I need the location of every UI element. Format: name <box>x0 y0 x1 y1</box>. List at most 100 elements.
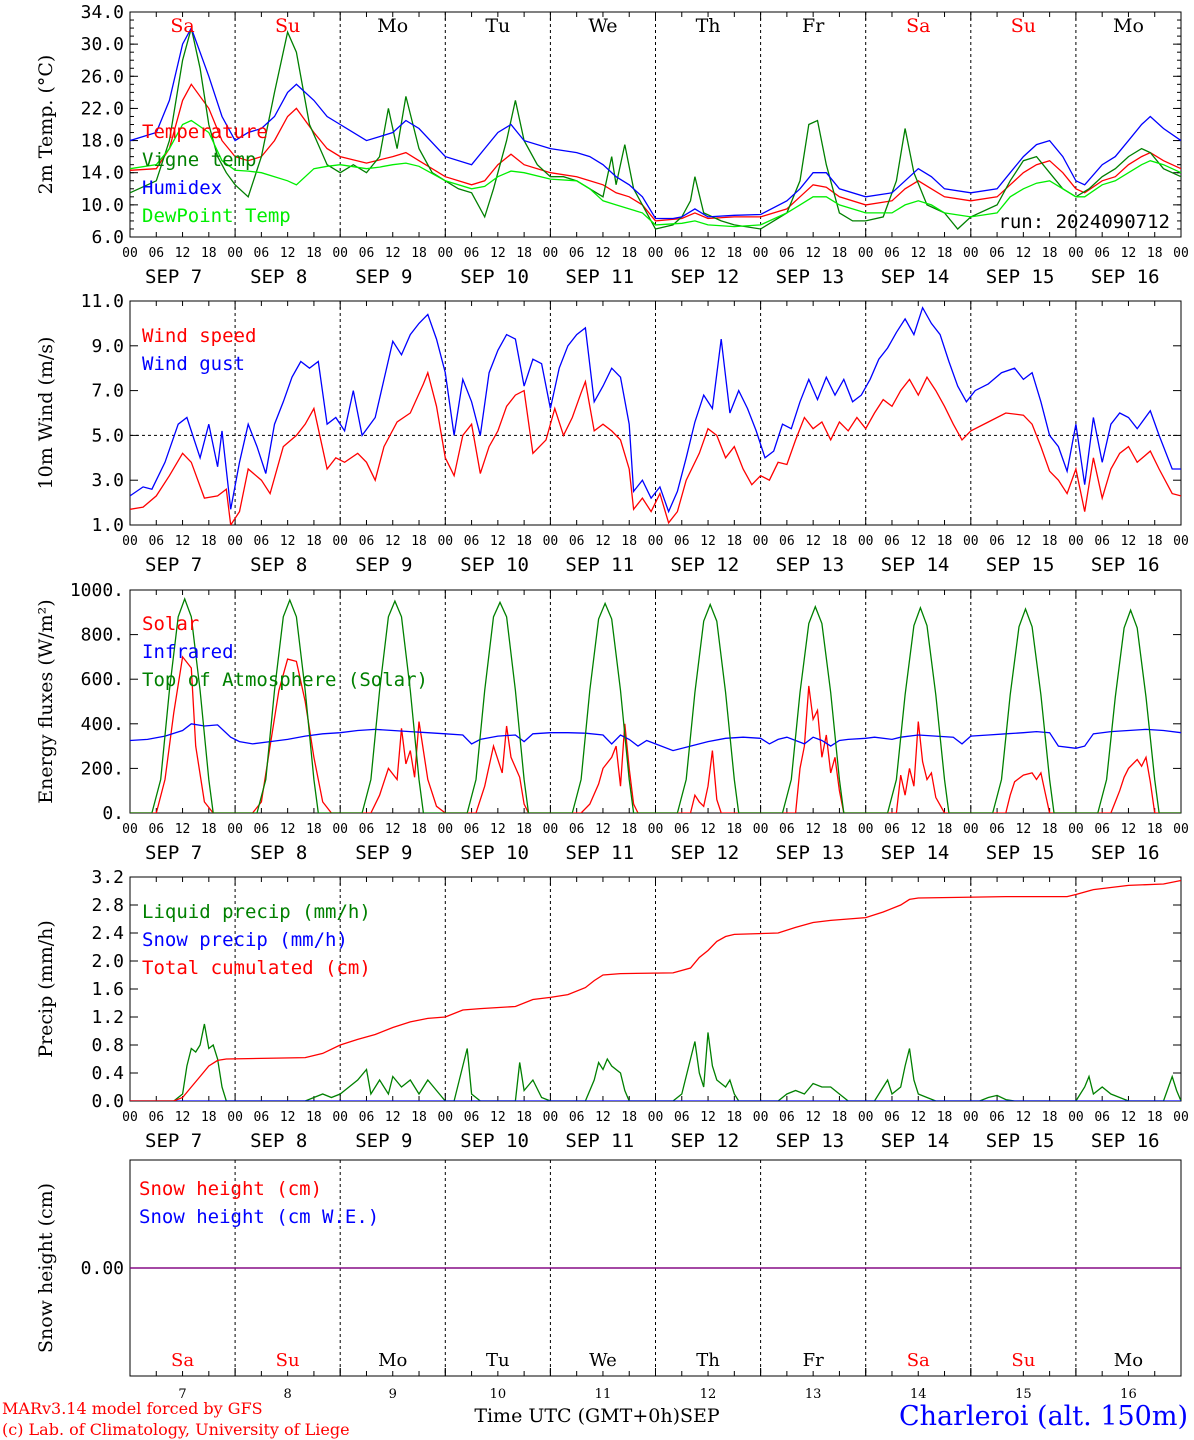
date-label: SEP 8 <box>250 266 307 288</box>
hour-tick-label: 12 <box>490 246 506 261</box>
x-axis-month: SEP <box>680 1405 720 1427</box>
weekday-label: Tu <box>486 1350 510 1371</box>
hour-tick-label: 18 <box>306 246 322 261</box>
hour-tick-label: 12 <box>1016 534 1032 549</box>
hour-tick-label: 12 <box>175 534 191 549</box>
day-number-label: 10 <box>490 1387 507 1402</box>
y-tick-label: 6.0 <box>91 227 124 248</box>
series-line-humidex <box>130 26 1181 220</box>
hour-tick-label: 00 <box>1173 246 1189 261</box>
hour-tick-label: 06 <box>779 246 795 261</box>
legend-entry: Wind gust <box>142 353 245 375</box>
panel-4: 0.0 0.4 0.8 1.2 1.6 2.0 2.4 2.8 3.2 Precip (mm/h)… <box>35 867 1189 1152</box>
legend-entry: DewPoint Temp <box>142 205 291 227</box>
hour-tick-label: 00 <box>963 1110 979 1125</box>
hour-tick-label: 18 <box>411 246 427 261</box>
y-tick-label: 1000. <box>70 580 124 601</box>
panel-frame <box>129 300 1182 526</box>
hour-tick-label: 00 <box>437 534 453 549</box>
hour-tick-label: 12 <box>700 246 716 261</box>
series-line-liquid-precip-mm-h- <box>130 1023 1181 1101</box>
hour-tick-label: 06 <box>254 822 270 837</box>
date-label: SEP 7 <box>145 842 202 864</box>
hour-tick-label: 00 <box>858 246 874 261</box>
date-label: SEP 12 <box>671 266 740 288</box>
y-tick-label: 26.0 <box>81 66 124 87</box>
hour-tick-label: 12 <box>700 822 716 837</box>
date-label: SEP 10 <box>460 554 529 576</box>
hour-tick-label: 06 <box>148 822 164 837</box>
weekday-label: Sa <box>907 1350 930 1371</box>
date-label: SEP 15 <box>986 842 1055 864</box>
hour-tick-label: 06 <box>464 1110 480 1125</box>
series-line-top-of-atmosphere-solar- <box>130 597 1181 813</box>
y-tick-label: 200. <box>81 758 124 779</box>
weekday-label: Su <box>275 15 300 37</box>
y-tick-label: 2.0 <box>91 951 124 972</box>
hour-tick-label: 12 <box>595 246 611 261</box>
series-line-dewpoint-temp <box>130 119 1181 228</box>
hour-tick-label: 06 <box>884 1110 900 1125</box>
day-number-label: 16 <box>1120 1387 1137 1402</box>
hour-tick-label: 18 <box>832 1110 848 1125</box>
y-tick-label: 1.6 <box>91 979 124 1000</box>
hour-tick-label: 18 <box>306 822 322 837</box>
hour-tick-label: 00 <box>332 822 348 837</box>
hour-tick-label: 18 <box>937 822 953 837</box>
date-label: SEP 11 <box>565 266 634 288</box>
hour-tick-label: 00 <box>332 1110 348 1125</box>
legend-entry: Vigne temp <box>142 149 256 171</box>
date-label: SEP 8 <box>250 1130 307 1152</box>
hour-tick-label: 06 <box>674 246 690 261</box>
date-label: SEP 9 <box>355 554 412 576</box>
hour-tick-label: 00 <box>227 534 243 549</box>
hour-tick-label: 12 <box>1016 1110 1032 1125</box>
y-axis-label: Precip (mm/h) <box>35 920 57 1058</box>
day-number-label: 14 <box>910 1387 927 1402</box>
date-label: SEP 10 <box>460 266 529 288</box>
y-tick-label: 22.0 <box>81 98 124 119</box>
hour-tick-label: 00 <box>963 246 979 261</box>
weekday-label: Fr <box>802 15 825 37</box>
date-label: SEP 16 <box>1091 842 1160 864</box>
hour-tick-label: 06 <box>359 246 375 261</box>
hour-tick-label: 18 <box>1042 246 1058 261</box>
hour-tick-label: 06 <box>779 1110 795 1125</box>
hour-tick-label: 00 <box>753 822 769 837</box>
y-axis-label: 2m Temp. (°C) <box>35 55 57 195</box>
hour-tick-label: 12 <box>280 246 296 261</box>
date-label: SEP 15 <box>986 266 1055 288</box>
hour-tick-label: 06 <box>674 534 690 549</box>
hour-tick-label: 06 <box>148 1110 164 1125</box>
hour-tick-label: 06 <box>569 822 585 837</box>
hour-tick-label: 06 <box>779 822 795 837</box>
hour-tick-label: 18 <box>201 1110 217 1125</box>
hour-tick-label: 12 <box>490 822 506 837</box>
hour-tick-label: 18 <box>516 246 532 261</box>
panel-2: 1.0 3.0 5.0 7.0 9.0 11.0 10m Wind (m/s) Wind sp… <box>35 291 1189 576</box>
series-line-infrared <box>130 723 1181 752</box>
station-name: Charleroi (alt. 150m) <box>899 1401 1188 1432</box>
model-credit: MARv3.14 model forced by GFS <box>2 1399 263 1418</box>
date-label: SEP 14 <box>881 842 950 864</box>
hour-tick-label: 18 <box>201 822 217 837</box>
hour-tick-label: 12 <box>1121 534 1137 549</box>
hour-tick-label: 06 <box>674 822 690 837</box>
y-axis-label: 10m Wind (m/s) <box>35 337 57 490</box>
hour-tick-label: 12 <box>700 1110 716 1125</box>
weekday-label: Su <box>1011 1350 1035 1371</box>
legend-entry: Infrared <box>142 641 234 663</box>
hour-tick-label: 12 <box>385 534 401 549</box>
hour-tick-label: 18 <box>516 534 532 549</box>
hour-tick-label: 00 <box>227 246 243 261</box>
legend-entry: Snow height (cm W.E.) <box>139 1206 379 1228</box>
panel-frame <box>129 589 1182 814</box>
hour-tick-label: 12 <box>1121 1110 1137 1125</box>
hour-tick-label: 18 <box>621 822 637 837</box>
legend-entry: Liquid precip (mm/h) <box>142 901 371 923</box>
y-tick-label: 11.0 <box>81 291 124 312</box>
hour-tick-label: 06 <box>884 246 900 261</box>
hour-tick-label: 06 <box>884 822 900 837</box>
hour-tick-label: 12 <box>385 246 401 261</box>
hour-tick-label: 00 <box>122 246 138 261</box>
